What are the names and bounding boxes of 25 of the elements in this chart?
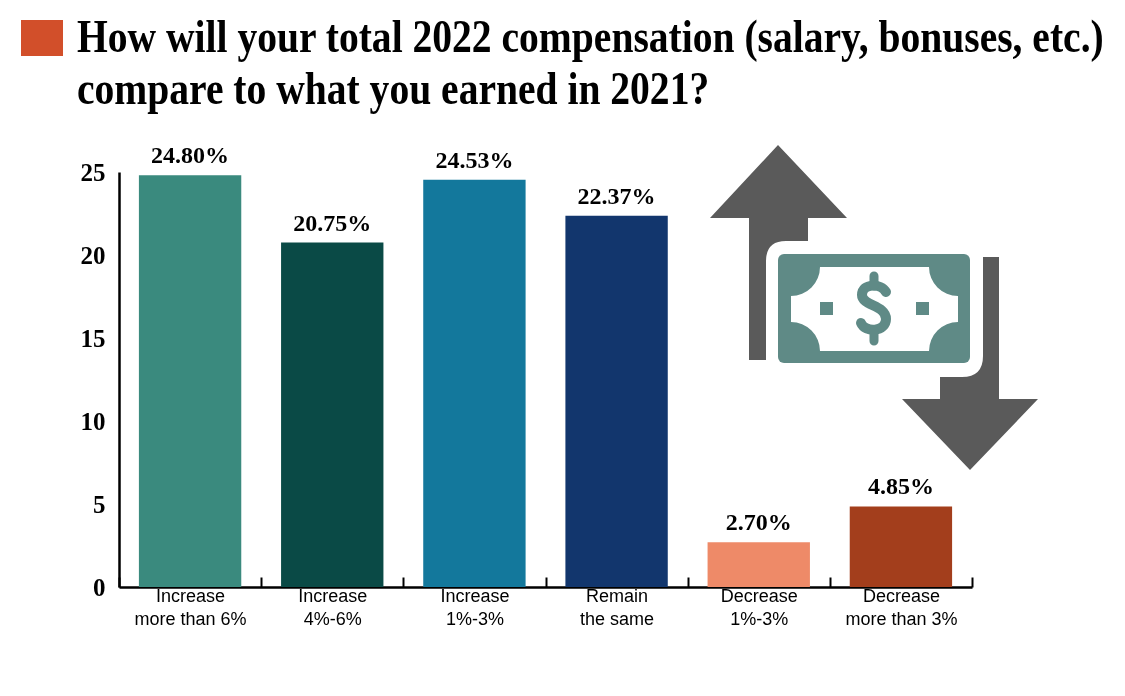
bar xyxy=(707,542,810,587)
data-label: 24.80% xyxy=(151,142,230,169)
bar xyxy=(849,506,953,587)
x-tick-label: Increase 1%-3% xyxy=(440,585,510,629)
y-tick-label: 0 xyxy=(93,573,106,601)
chart-title: How will your total 2022 compensation (salary, bonuses, etc.) compare to what you earned in 2021? xyxy=(77,11,1105,115)
x-tick-label: Remain the same xyxy=(580,585,655,629)
x-tick-label: Increase 4%-6% xyxy=(298,585,368,629)
y-tick-label: 20 xyxy=(80,241,106,269)
data-label: 24.53% xyxy=(435,146,514,173)
data-label: 4.85% xyxy=(867,473,934,500)
bar xyxy=(138,175,242,587)
x-tick-label: Decrease more than 3% xyxy=(845,585,958,629)
x-tick-label: Increase more than 6% xyxy=(134,585,247,629)
bar xyxy=(565,215,668,587)
data-label: 2.70% xyxy=(725,509,792,536)
y-tick-label: 10 xyxy=(80,407,106,435)
x-tick-label: Decrease 1%-3% xyxy=(720,585,798,629)
y-tick-label: 5 xyxy=(93,490,106,518)
data-label: 22.37% xyxy=(577,182,656,209)
y-tick-label: 15 xyxy=(80,324,106,352)
bar xyxy=(281,242,384,587)
bar xyxy=(423,179,526,587)
y-tick-label: 25 xyxy=(80,158,106,186)
data-label: 20.75% xyxy=(293,209,372,236)
